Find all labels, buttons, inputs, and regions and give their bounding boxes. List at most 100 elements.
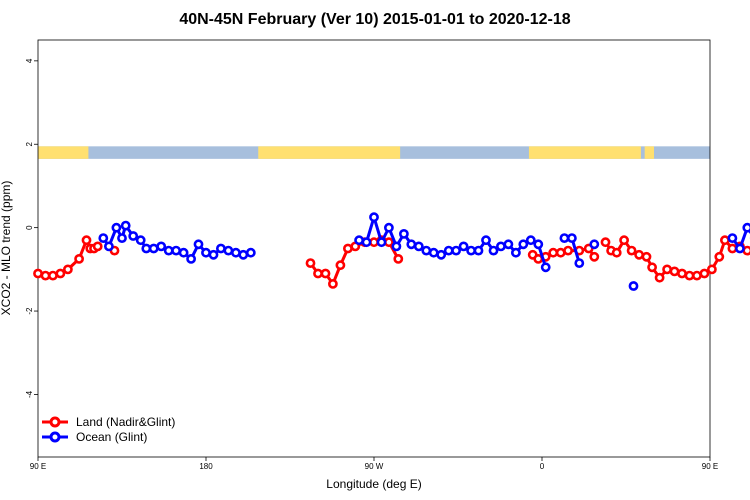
series-1-point-1-11 (436, 249, 447, 260)
series-1-point-0-6 (135, 235, 146, 246)
series-1-point-2-1 (567, 233, 577, 243)
series-1-point-2-0 (559, 233, 570, 243)
series-1-point-1-22 (518, 239, 529, 250)
series-1-point-1-5 (391, 241, 402, 252)
series-0-point-4-14 (699, 268, 710, 279)
series-1-point-1-6 (398, 228, 409, 239)
series-1-point-1-17 (481, 235, 491, 246)
series-1-point-1-25 (540, 262, 551, 273)
legend-label-ocean: Ocean (Glint) (76, 430, 147, 444)
series-1-point-0-2 (111, 222, 122, 233)
series-0-point-4-13 (692, 270, 702, 281)
series-0-point-4-2 (611, 247, 622, 258)
series-0-point-3-8 (589, 251, 600, 262)
series-1-point-0-11 (171, 245, 181, 256)
strip-land-3 (644, 146, 654, 159)
series-1-point-5-0 (727, 233, 738, 243)
series-1-point-1-4 (383, 222, 394, 233)
strip-land-0 (38, 146, 89, 159)
series-0-point-4-5 (634, 249, 644, 260)
x-axis-label: Longitude (deg E) (326, 477, 421, 491)
y-tick-label-3: -2 (25, 307, 34, 315)
series-0-point-0-5 (74, 253, 84, 264)
series-0-point-4-3 (619, 235, 629, 246)
series-0-point-0-9 (92, 241, 103, 252)
legend-label-land: Land (Nadir&Glint) (76, 415, 175, 429)
series-0-point-4-4 (626, 245, 637, 256)
x-tick-label-2: 90 W (365, 462, 384, 471)
series-1-point-0-8 (148, 243, 159, 254)
series-1-point-0-4 (120, 220, 131, 231)
series-1-point-4-0 (628, 281, 639, 291)
series-0-point-4-9 (662, 264, 672, 275)
legend-swatch-ocean-marker (49, 431, 61, 443)
series-0-point-4-15 (707, 264, 717, 275)
series-1-point-0-12 (178, 247, 189, 258)
series-1-point-1-1 (361, 237, 372, 248)
series-1-point-1-8 (413, 241, 424, 252)
y-axis-label: XCO2 - MLO trend (ppm) (0, 181, 13, 316)
series-1-point-0-3 (117, 233, 127, 243)
land-ocean-strip (38, 146, 710, 159)
legend-item-ocean: Ocean (Glint) (42, 430, 147, 444)
series-1-point-0-21 (245, 247, 256, 258)
series-0 (33, 235, 750, 289)
series-group (33, 212, 750, 291)
series-0-point-2-3 (327, 278, 338, 289)
legend-swatch-land-marker (49, 416, 61, 428)
y-tick-label-0: 4 (25, 58, 34, 63)
series-0-point-4-18 (727, 243, 738, 254)
legend-item-land: Land (Nadir&Glint) (42, 415, 175, 429)
series-1-point-1-19 (495, 241, 506, 252)
x-tick-label-0: 90 E (30, 462, 46, 471)
y-tick-label-4: -4 (25, 390, 34, 398)
series-1-point-1-7 (406, 239, 417, 250)
series-1-point-0-18 (223, 245, 234, 256)
series-0-point-0-6 (81, 235, 92, 246)
x-tick-label-3: 0 (540, 462, 545, 471)
legend: Land (Nadir&Glint) Ocean (Glint) (42, 415, 175, 444)
series-0-point-3-5 (563, 245, 573, 256)
x-axis: 90 E 180 90 W 0 90 E (30, 457, 718, 471)
series-1-point-0-1 (104, 241, 114, 252)
series-0-point-2-0 (305, 258, 316, 268)
series-0-point-2-1 (313, 268, 323, 279)
strip-land-1 (258, 146, 401, 159)
series-1-point-5-2 (742, 222, 750, 233)
x-tick-label-4: 90 E (702, 462, 718, 471)
series-1-point-0-17 (215, 243, 226, 254)
series-1-point-0-16 (208, 249, 219, 260)
series-1-line-5 (731, 226, 750, 250)
series-1-point-0-15 (201, 247, 211, 258)
series-0-point-3-3 (548, 247, 559, 258)
series-1-point-5-1 (735, 243, 745, 254)
series-1-point-1-13 (451, 245, 461, 256)
series-1-point-2-2 (574, 258, 585, 268)
series-1-point-0-20 (238, 249, 249, 260)
series-0-point-2-11 (393, 253, 404, 264)
series-1-point-0-5 (128, 231, 139, 241)
series-1-point-1-20 (503, 239, 514, 250)
strip-land-2 (528, 146, 641, 159)
series-1-point-0-13 (186, 253, 196, 264)
series-1-point-1-23 (525, 235, 536, 246)
series-1-point-0-9 (156, 241, 167, 252)
series-1-point-1-14 (458, 241, 469, 252)
series-0-point-4-7 (647, 262, 657, 273)
series-1-point-1-24 (533, 239, 544, 250)
series-0-point-4-0 (600, 237, 611, 248)
y-tick-label-2: 0 (25, 225, 34, 230)
series-1-point-1-16 (473, 245, 484, 256)
series-0-point-2-4 (335, 260, 346, 271)
series-0-point-2-8 (369, 237, 379, 248)
series-1-point-0-14 (193, 239, 204, 250)
series-0-point-0-0 (33, 268, 43, 279)
y-tick-label-1: 2 (25, 141, 34, 146)
chart-title: 40N-45N February (Ver 10) 2015-01-01 to … (179, 11, 570, 28)
y-axis: 4 2 0 -2 -4 (25, 58, 38, 398)
series-0-point-4-16 (714, 251, 725, 262)
series-0-point-4-6 (641, 251, 652, 262)
series-1-point-1-2 (369, 212, 379, 223)
series-0-point-0-2 (48, 270, 58, 281)
